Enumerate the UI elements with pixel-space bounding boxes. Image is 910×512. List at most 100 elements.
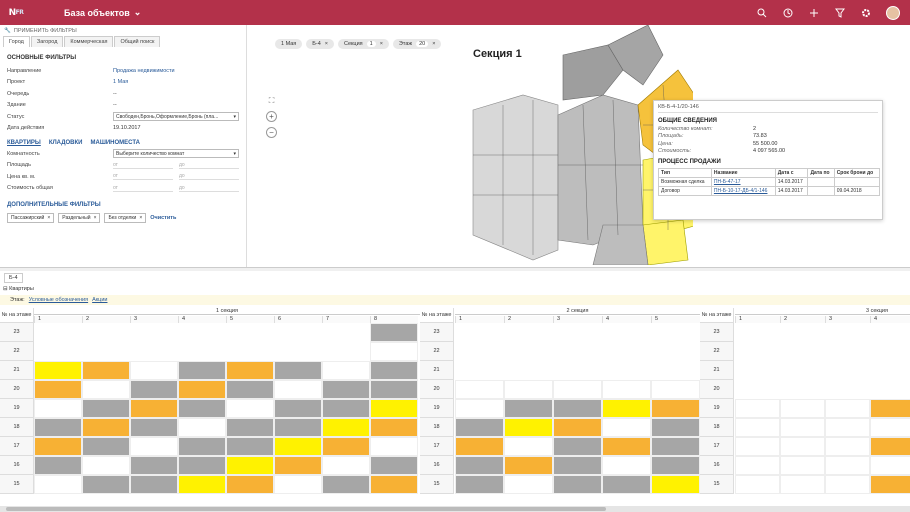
tab-general-search[interactable]: Общий поиск: [114, 36, 161, 47]
apartment-cell[interactable]: [226, 456, 274, 475]
apartment-cell[interactable]: [370, 323, 418, 342]
apartment-cell[interactable]: [504, 418, 553, 437]
chip-project[interactable]: 1 Мая: [275, 39, 303, 49]
apartment-cell[interactable]: [370, 380, 418, 399]
apartment-cell[interactable]: [82, 361, 130, 380]
app-title-dropdown[interactable]: База объектов ⌄: [64, 7, 142, 18]
apartment-cell[interactable]: [553, 399, 602, 418]
extra-filters-title[interactable]: ДОПОЛНИТЕЛЬНЫЕ ФИЛЬТРЫ: [7, 202, 101, 208]
apartment-cell[interactable]: [130, 380, 178, 399]
apartment-cell[interactable]: [651, 380, 700, 399]
apartment-cell[interactable]: [825, 418, 870, 437]
apartment-cell[interactable]: [178, 361, 226, 380]
apartments-toggle[interactable]: ⊟ Квартиры: [3, 286, 34, 292]
apartment-cell[interactable]: [504, 475, 553, 494]
apartment-cell[interactable]: [780, 456, 825, 475]
apartment-cell[interactable]: [504, 399, 553, 418]
building-value[interactable]: --: [113, 102, 117, 109]
apartment-cell[interactable]: [130, 456, 178, 475]
apartment-cell[interactable]: [780, 437, 825, 456]
apartment-cell[interactable]: [226, 418, 274, 437]
apartment-cell[interactable]: [602, 399, 651, 418]
apartment-cell[interactable]: [82, 399, 130, 418]
close-icon[interactable]: ×: [47, 215, 51, 221]
apartment-cell[interactable]: [370, 342, 418, 361]
apartment-cell[interactable]: [274, 399, 322, 418]
close-icon[interactable]: ×: [324, 41, 328, 47]
legend-link[interactable]: Условные обозначения: [28, 297, 89, 303]
price-sqm-to[interactable]: до: [179, 173, 239, 181]
apartment-cell[interactable]: [274, 380, 322, 399]
apartment-cell[interactable]: [735, 475, 780, 494]
apartment-cell[interactable]: [178, 399, 226, 418]
queue-value[interactable]: --: [113, 90, 117, 97]
apartment-cell[interactable]: [370, 361, 418, 380]
date-value[interactable]: 19.10.2017: [113, 125, 141, 132]
apartment-cell[interactable]: [504, 456, 553, 475]
app-logo[interactable]: N FR: [8, 7, 24, 18]
link-parking[interactable]: МАШИНОМЕСТА: [90, 140, 140, 146]
apartment-cell[interactable]: [735, 399, 780, 418]
zoom-in-button[interactable]: +: [266, 111, 277, 122]
project-value[interactable]: 1 Мая: [113, 79, 129, 86]
apartment-cell[interactable]: [274, 475, 322, 494]
apartment-cell[interactable]: [602, 418, 651, 437]
total-to[interactable]: до: [179, 185, 239, 192]
clear-button[interactable]: Очистить: [150, 215, 177, 221]
gear-icon[interactable]: [860, 7, 872, 19]
apartment-cell[interactable]: [178, 418, 226, 437]
apartment-cell[interactable]: [322, 380, 370, 399]
apartment-cell[interactable]: [226, 437, 274, 456]
apartment-cell[interactable]: [602, 380, 651, 399]
apartment-cell[interactable]: [274, 456, 322, 475]
tab-commercial[interactable]: Коммерческая: [64, 36, 114, 47]
apartment-cell[interactable]: [735, 437, 780, 456]
apartment-cell[interactable]: [370, 456, 418, 475]
apartment-cell[interactable]: [780, 418, 825, 437]
promotions-link[interactable]: Акции: [92, 297, 108, 303]
apartment-cell[interactable]: [455, 437, 504, 456]
apartment-cell[interactable]: [274, 418, 322, 437]
fullscreen-icon[interactable]: ⛶: [268, 96, 275, 105]
apartment-cell[interactable]: [553, 475, 602, 494]
apartment-cell[interactable]: [34, 437, 82, 456]
price-sqm-from[interactable]: от: [113, 173, 173, 181]
apartment-cell[interactable]: [504, 437, 553, 456]
avatar[interactable]: [886, 5, 900, 20]
apartment-cell[interactable]: [870, 437, 910, 456]
apartment-cell[interactable]: [651, 437, 700, 456]
chip-building[interactable]: Б-4 ×: [306, 39, 334, 49]
history-icon[interactable]: [782, 7, 794, 19]
apartment-cell[interactable]: [322, 475, 370, 494]
apartment-cell[interactable]: [82, 380, 130, 399]
apartment-cell[interactable]: [130, 361, 178, 380]
apartment-cell[interactable]: [455, 475, 504, 494]
add-icon[interactable]: [808, 7, 820, 19]
apartment-cell[interactable]: [226, 399, 274, 418]
apartment-cell[interactable]: [553, 380, 602, 399]
apartment-cell[interactable]: [504, 380, 553, 399]
contract-link[interactable]: ПН-Б-10-17-ДБ-4/1-146: [713, 188, 768, 194]
apartment-cell[interactable]: [455, 456, 504, 475]
apartment-cell[interactable]: [825, 437, 870, 456]
close-icon[interactable]: ×: [379, 41, 383, 47]
apartment-cell[interactable]: [82, 475, 130, 494]
link-storage[interactable]: КЛАДОВКИ: [48, 140, 83, 146]
apartment-cell[interactable]: [274, 437, 322, 456]
zoom-out-button[interactable]: −: [266, 127, 277, 138]
apartment-cell[interactable]: [34, 418, 82, 437]
close-icon[interactable]: ×: [432, 41, 436, 47]
apartment-cell[interactable]: [370, 399, 418, 418]
apartment-cell[interactable]: [553, 418, 602, 437]
apartment-cell[interactable]: [226, 380, 274, 399]
apartment-cell[interactable]: [651, 456, 700, 475]
apartment-cell[interactable]: [274, 361, 322, 380]
apartment-cell[interactable]: [825, 456, 870, 475]
apartment-cell[interactable]: [130, 399, 178, 418]
apartment-cell[interactable]: [322, 418, 370, 437]
link-apartments[interactable]: КВАРТИРЫ: [7, 140, 41, 146]
tab-building[interactable]: Б-4: [4, 273, 23, 283]
apartment-cell[interactable]: [178, 437, 226, 456]
deal-link[interactable]: ПН-Б-47-17: [713, 179, 741, 185]
apartment-cell[interactable]: [780, 399, 825, 418]
